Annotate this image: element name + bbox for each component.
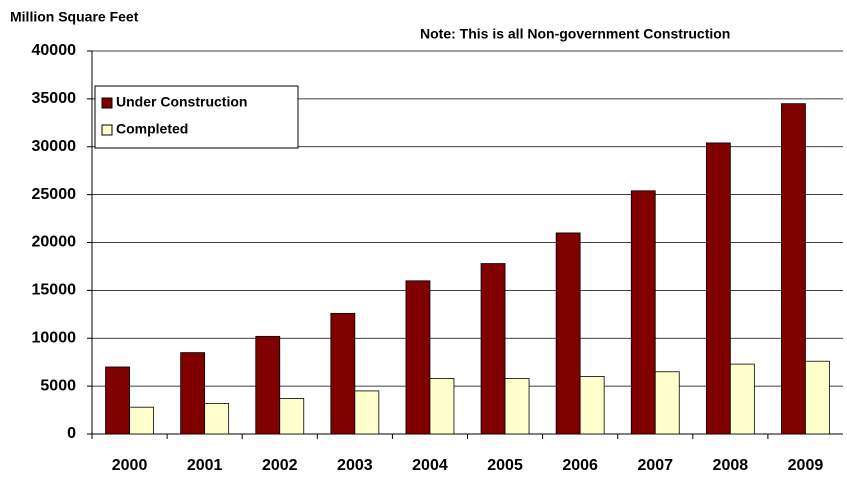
bar (354, 390, 380, 435)
x-tick-label: 2007 (637, 457, 673, 474)
x-tick-label: 2009 (788, 457, 824, 474)
bar (630, 190, 656, 435)
x-tick-label: 2002 (262, 457, 298, 474)
legend-label: Completed (116, 121, 188, 137)
bar (255, 335, 281, 435)
y-tick-label: 20000 (32, 234, 77, 251)
y-tick-label: 25000 (32, 186, 77, 203)
bar (805, 360, 830, 435)
chart-title: Million Square Feet (10, 9, 139, 25)
bar (654, 371, 680, 435)
x-tick-label: 2005 (487, 457, 523, 474)
bar (105, 366, 130, 435)
x-tick-label: 2001 (187, 457, 223, 474)
bar (555, 232, 581, 435)
bar (429, 378, 455, 435)
x-tick-label: 2004 (412, 457, 448, 474)
x-tick-label: 2003 (337, 457, 373, 474)
bar (330, 312, 356, 435)
y-tick-label: 0 (67, 425, 76, 442)
y-tick-label: 30000 (32, 138, 77, 155)
y-tick-label: 15000 (32, 282, 77, 299)
annotation: Note: This is all Non-government Constru… (420, 26, 730, 42)
bar (180, 352, 206, 435)
legend-swatch (101, 124, 113, 136)
bar (781, 103, 806, 435)
x-tick-label: 2008 (713, 457, 749, 474)
x-tick-label: 2006 (562, 457, 598, 474)
bar (705, 142, 731, 435)
legend-swatch (101, 97, 113, 109)
y-tick-label: 5000 (40, 377, 76, 394)
legend-box (94, 85, 299, 149)
bar (480, 263, 506, 435)
y-tick-label: 35000 (32, 90, 77, 107)
bar (204, 402, 230, 435)
y-tick-label: 10000 (32, 329, 77, 346)
bar (129, 406, 154, 435)
bar (279, 398, 305, 435)
legend-label: Under Construction (116, 94, 247, 110)
y-tick-label: 40000 (32, 42, 77, 59)
bar (729, 363, 755, 435)
bar (504, 378, 530, 435)
bar (579, 376, 605, 435)
bar (405, 280, 431, 435)
x-tick-label: 2000 (112, 457, 148, 474)
